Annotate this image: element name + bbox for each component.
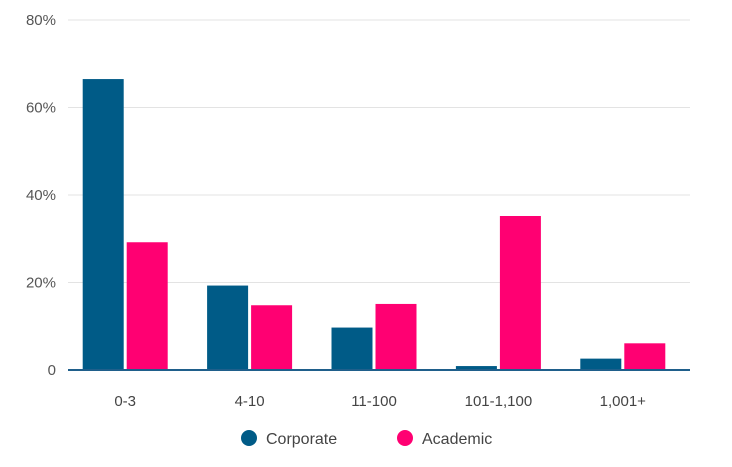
x-category-label: 4-10: [235, 393, 265, 410]
bar-academic: [624, 343, 666, 370]
bar-corporate: [580, 358, 622, 370]
y-tick-label: 40%: [26, 187, 56, 204]
bar-corporate: [331, 327, 373, 370]
bar-corporate: [207, 285, 249, 370]
x-category-label: 101-1,100: [465, 393, 533, 410]
legend-marker-corporate: [241, 430, 257, 446]
y-tick-label: 80%: [26, 12, 56, 29]
bar-corporate: [455, 366, 497, 370]
legend-label-academic: Academic: [422, 431, 492, 448]
bar-academic: [375, 303, 417, 370]
bar-academic: [126, 242, 168, 370]
y-tick-label: 60%: [26, 100, 56, 117]
y-tick-label: 20%: [26, 275, 56, 292]
y-tick-label: 0: [48, 362, 56, 379]
bar-corporate: [82, 79, 124, 370]
legend-marker-academic: [397, 430, 413, 446]
x-category-label: 1,001+: [600, 393, 647, 410]
bar-academic: [251, 305, 293, 370]
x-category-label: 0-3: [114, 393, 136, 410]
x-category-label: 11-100: [351, 393, 397, 410]
bar-academic: [499, 216, 541, 370]
legend-label-corporate: Corporate: [266, 431, 337, 448]
